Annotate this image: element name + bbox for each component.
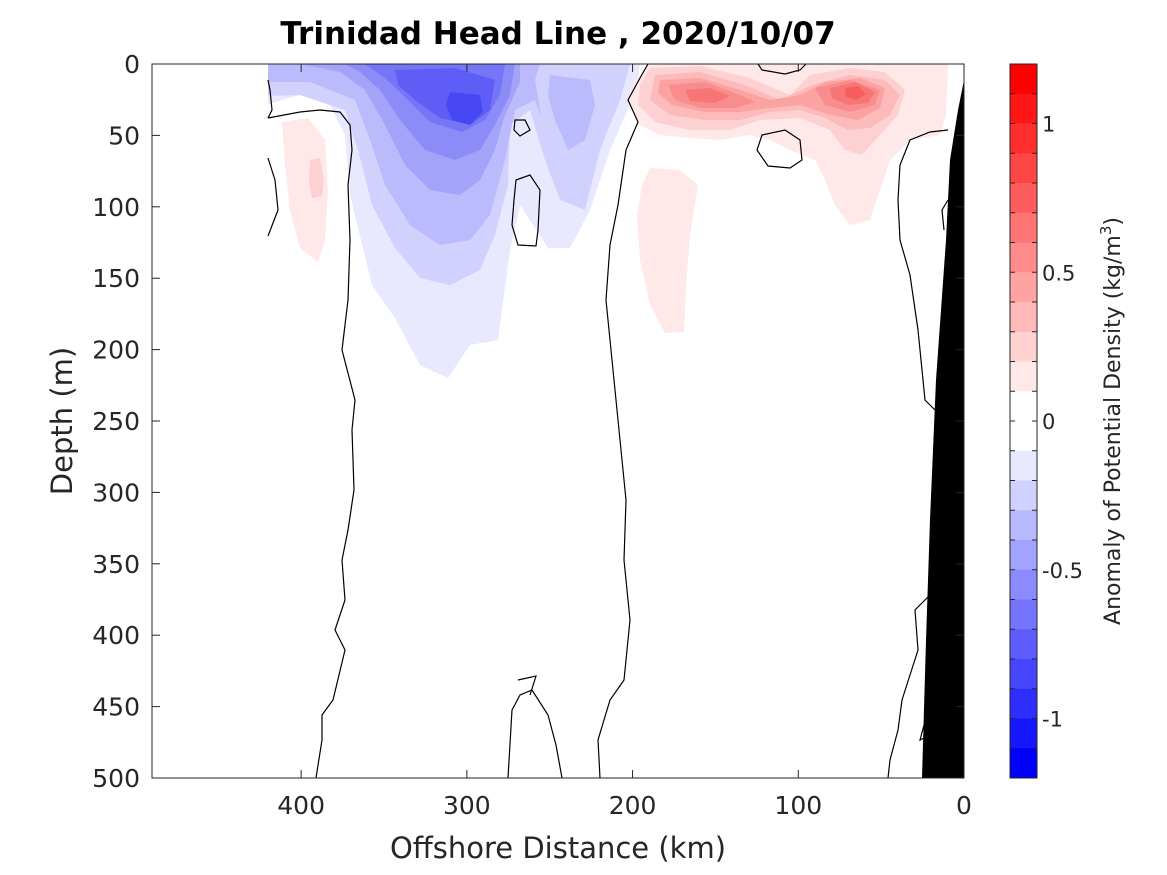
y-tick-label: 350 <box>92 550 140 579</box>
zero-contour-east <box>897 129 949 411</box>
colorbar-level <box>1010 748 1037 779</box>
colorbar-level <box>1010 510 1037 541</box>
colorbar-level <box>1010 629 1037 660</box>
colorbar-level <box>1010 361 1037 392</box>
zero-contour-deep-loop <box>507 689 563 778</box>
colorbar-ticks: 1 0.5 0 -0.5 -1 <box>1042 113 1083 732</box>
colorbar-level <box>1010 93 1037 124</box>
y-tick-label: 450 <box>92 693 140 722</box>
x-axis-title: Offshore Distance (km) <box>390 831 726 865</box>
colorbar-title-end: ) <box>1101 217 1126 226</box>
y-tick-label: 200 <box>92 336 140 365</box>
zero-contour-east-deep <box>887 594 931 778</box>
colorbar-level <box>1010 242 1037 273</box>
y-axis-title: Depth (m) <box>45 347 79 495</box>
pos-region-far-west-l2 <box>309 158 324 198</box>
topography <box>922 80 964 778</box>
colorbar-level <box>1010 331 1037 362</box>
zero-contour-small-loop <box>513 119 531 137</box>
colorbar-level <box>1010 718 1037 749</box>
colorbar-tick-label: 0.5 <box>1042 261 1075 285</box>
colorbar-level <box>1010 183 1037 214</box>
x-tick-label: 400 <box>277 791 325 820</box>
y-tick-label: 300 <box>92 478 140 507</box>
y-tick-label: 500 <box>92 764 140 793</box>
colorbar-level <box>1010 212 1037 243</box>
colorbar-tick-label: -0.5 <box>1042 559 1083 583</box>
y-axis: 0 50 100 150 200 250 300 350 400 450 500 <box>92 50 964 793</box>
colorbar-level <box>1010 599 1037 630</box>
pos-region-l7 <box>845 86 866 100</box>
colorbar <box>1010 64 1037 779</box>
colorbar-level <box>1010 540 1037 571</box>
neg-region-mid-l2 <box>548 75 595 150</box>
colorbar-tick-label: 0 <box>1042 410 1055 434</box>
anomaly-fill-layer <box>268 64 948 378</box>
y-tick-label: 0 <box>124 50 140 79</box>
zero-contour-center <box>597 64 649 778</box>
zero-contour-east-near <box>941 199 949 231</box>
y-tick-label: 100 <box>92 193 140 222</box>
colorbar-level <box>1010 153 1037 184</box>
colorbar-tick-label: 1 <box>1042 113 1055 137</box>
colorbar-level <box>1010 302 1037 333</box>
zero-contour-deep-notch <box>517 675 537 696</box>
colorbar-level <box>1010 688 1037 719</box>
colorbar-level <box>1010 450 1037 481</box>
colorbar-level <box>1010 659 1037 690</box>
colorbar-level <box>1010 272 1037 303</box>
pos-region-far-west-l1 <box>282 118 328 262</box>
zero-contour-mid-loop <box>511 174 541 247</box>
colorbar-frame <box>1009 63 1038 779</box>
zero-contour-west-upper <box>267 157 279 237</box>
x-tick-label: 0 <box>956 791 972 820</box>
y-tick-label: 400 <box>92 621 140 650</box>
colorbar-level <box>1010 123 1037 154</box>
colorbar-level <box>1010 64 1037 95</box>
x-tick-label: 200 <box>609 791 657 820</box>
pos-region-l6b <box>685 88 730 103</box>
chart-title: Trinidad Head Line , 2020/10/07 <box>280 16 836 52</box>
colorbar-tick-label: -1 <box>1042 708 1063 732</box>
zero-contour-east-loop <box>756 129 803 169</box>
zero-contour-layer <box>267 64 949 778</box>
y-tick-label: 250 <box>92 407 140 436</box>
colorbar-title-main: Anomaly of Potential Density (kg/m <box>1101 235 1126 625</box>
x-tick-label: 100 <box>774 791 822 820</box>
zero-contour-west-top <box>267 109 356 778</box>
neg-region-l8 <box>446 92 483 125</box>
x-tick-label: 300 <box>443 791 491 820</box>
colorbar-title-sup: 3 <box>1097 226 1115 236</box>
colorbar-title: Anomaly of Potential Density (kg/m3) <box>1097 217 1126 625</box>
colorbar-level <box>1010 421 1037 452</box>
x-axis: 400 300 200 100 0 <box>277 64 972 820</box>
pos-region-deep-west <box>637 168 698 333</box>
colorbar-level <box>1010 480 1037 511</box>
zero-contour-west-arc <box>267 79 273 119</box>
colorbar-level <box>1010 391 1037 422</box>
y-tick-label: 50 <box>108 121 140 150</box>
colorbar-level <box>1010 569 1037 600</box>
y-tick-label: 150 <box>92 264 140 293</box>
zero-contour-east-top <box>757 64 807 75</box>
